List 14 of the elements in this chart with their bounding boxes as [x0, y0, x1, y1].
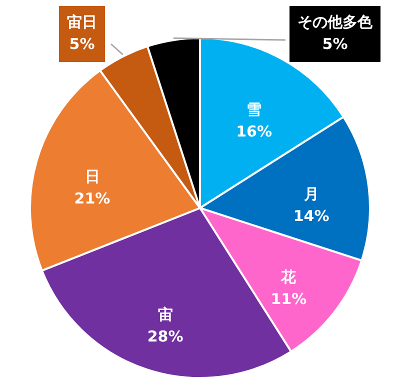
slice-label: 日 [84, 168, 100, 186]
data-label: 14% [293, 206, 330, 225]
data-label: 5% [322, 35, 348, 53]
data-label: 11% [270, 290, 307, 308]
slice-label: 宙日 [67, 13, 97, 31]
slice-label: 宙 [158, 306, 173, 324]
slice-label: 月 [302, 184, 319, 203]
slice-label: その他多色 [298, 13, 374, 31]
data-label: 16% [236, 122, 272, 141]
data-label: 28% [147, 328, 184, 346]
slice-label: 雪 [246, 100, 262, 119]
slice-label: 花 [280, 268, 298, 286]
data-label: 21% [74, 190, 110, 208]
data-label: 5% [69, 35, 95, 53]
